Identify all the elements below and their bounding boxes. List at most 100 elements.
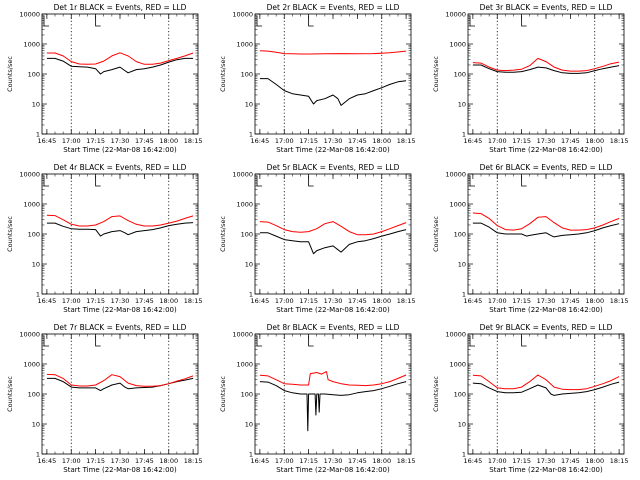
series-events-black	[472, 381, 620, 396]
x-tick-label: 18:00	[159, 457, 178, 465]
y-axis-label: Counts/sec	[432, 376, 440, 412]
chart-title: Det 4r BLACK = Events, RED = LLD	[54, 163, 187, 172]
chart-panel-5: Det 5r BLACK = Events, RED = LLD 1 10 100 10…	[219, 163, 415, 314]
x-tick-label: 17:00	[275, 137, 294, 145]
y-tick-label: 10	[458, 101, 466, 109]
series-events-black	[259, 78, 407, 106]
chart-title: Det 2r BLACK = Events, RED = LLD	[267, 3, 400, 12]
x-tick-label: 18:00	[585, 297, 604, 305]
chart-panel-7: Det 7r BLACK = Events, RED = LLD 1 10 100 10…	[6, 323, 202, 474]
y-tick-label: 10	[32, 261, 40, 269]
y-tick-label: 10	[458, 421, 466, 429]
y-tick-label: 100	[241, 391, 253, 399]
x-tick-label: 17:45	[561, 457, 580, 465]
x-tick-label: 16:45	[38, 137, 57, 145]
x-tick-label: 17:15	[512, 457, 531, 465]
series-events-black	[46, 377, 194, 392]
series-events-black	[472, 222, 620, 238]
interval-marker	[521, 176, 527, 187]
x-tick-label: 17:15	[299, 457, 318, 465]
y-tick-label: 10000	[445, 171, 466, 179]
y-tick-label: 10	[32, 101, 40, 109]
x-tick-label: 16:45	[464, 297, 483, 305]
x-tick-label: 17:30	[324, 457, 343, 465]
chart-title: Det 1r BLACK = Events, RED = LLD	[54, 3, 187, 12]
x-tick-label: 16:45	[464, 457, 483, 465]
y-tick-label: 1000	[449, 361, 466, 369]
x-tick-label: 17:00	[62, 297, 81, 305]
chart-title: Det 5r BLACK = Events, RED = LLD	[267, 163, 400, 172]
y-tick-label: 1000	[236, 41, 253, 49]
interval-marker	[469, 16, 475, 27]
x-tick-label: 17:30	[111, 297, 130, 305]
x-tick-label: 18:00	[159, 297, 178, 305]
interval-marker	[469, 176, 475, 187]
x-tick-label: 18:00	[372, 297, 391, 305]
x-tick-label: 17:00	[488, 457, 507, 465]
x-tick-label: 18:00	[159, 137, 178, 145]
plot-frame	[41, 173, 199, 295]
x-tick-label: 18:00	[372, 457, 391, 465]
y-tick-label: 1000	[449, 41, 466, 49]
interval-marker	[308, 176, 314, 187]
x-axis-label: Start Time (22-Mar-08 16:42:00)	[489, 146, 603, 154]
y-tick-label: 1	[36, 451, 40, 459]
y-axis-label: Counts/sec	[6, 56, 14, 92]
y-axis-label: Counts/sec	[432, 216, 440, 252]
x-tick-label: 18:00	[585, 457, 604, 465]
series-lld-red	[472, 212, 620, 231]
y-tick-label: 10000	[19, 331, 40, 339]
x-tick-label: 18:15	[610, 297, 629, 305]
y-tick-label: 1	[462, 291, 466, 299]
y-tick-label: 100	[454, 391, 466, 399]
x-tick-label: 16:45	[464, 137, 483, 145]
series-lld-red	[259, 50, 407, 55]
x-axis-label: Start Time (22-Mar-08 16:42:00)	[489, 466, 603, 474]
x-tick-label: 17:15	[299, 137, 318, 145]
x-tick-label: 17:30	[537, 457, 556, 465]
x-axis-label: Start Time (22-Mar-08 16:42:00)	[63, 306, 177, 314]
y-tick-label: 1	[249, 451, 253, 459]
x-tick-label: 17:15	[86, 297, 105, 305]
interval-marker	[95, 336, 101, 347]
y-tick-label: 10	[245, 261, 253, 269]
plot-frame	[254, 13, 412, 135]
y-axis-label: Counts/sec	[219, 56, 227, 92]
series-events-black	[259, 381, 407, 432]
y-axis-label: Counts/sec	[6, 216, 14, 252]
interval-marker	[521, 16, 527, 27]
series-lld-red	[259, 221, 407, 236]
y-tick-label: 10000	[232, 171, 253, 179]
chart-panel-9: Det 9r BLACK = Events, RED = LLD 1 10 100 10…	[432, 323, 628, 474]
x-tick-label: 17:00	[488, 137, 507, 145]
x-tick-label: 17:00	[62, 457, 81, 465]
y-tick-label: 10000	[19, 11, 40, 19]
x-tick-label: 17:45	[348, 137, 367, 145]
x-tick-label: 18:15	[610, 137, 629, 145]
chart-panel-8: Det 8r BLACK = Events, RED = LLD 1 10 100 10…	[219, 323, 415, 474]
interval-marker	[43, 176, 49, 187]
chart-panel-3: Det 3r BLACK = Events, RED = LLD 1 10 100 10…	[432, 3, 628, 154]
x-tick-label: 17:00	[488, 297, 507, 305]
plot-frame	[41, 333, 199, 455]
y-axis-label: Counts/sec	[6, 376, 14, 412]
series-events-black	[46, 222, 194, 237]
y-tick-label: 1	[249, 291, 253, 299]
interval-marker	[256, 176, 262, 187]
plot-frame	[41, 13, 199, 135]
series-lld-red	[472, 374, 620, 391]
x-tick-label: 16:45	[251, 297, 270, 305]
series-lld-red	[472, 57, 620, 72]
x-axis-label: Start Time (22-Mar-08 16:42:00)	[489, 306, 603, 314]
x-axis-label: Start Time (22-Mar-08 16:42:00)	[63, 146, 177, 154]
x-tick-label: 17:45	[135, 297, 154, 305]
chart-panel-4: Det 4r BLACK = Events, RED = LLD 1 10 100 10…	[6, 163, 202, 314]
interval-marker	[43, 336, 49, 347]
y-tick-label: 10000	[445, 331, 466, 339]
series-lld-red	[259, 371, 407, 387]
x-tick-label: 18:15	[184, 297, 203, 305]
interval-marker	[256, 336, 262, 347]
x-tick-label: 17:00	[275, 297, 294, 305]
interval-marker	[308, 16, 314, 27]
y-tick-label: 10000	[232, 331, 253, 339]
